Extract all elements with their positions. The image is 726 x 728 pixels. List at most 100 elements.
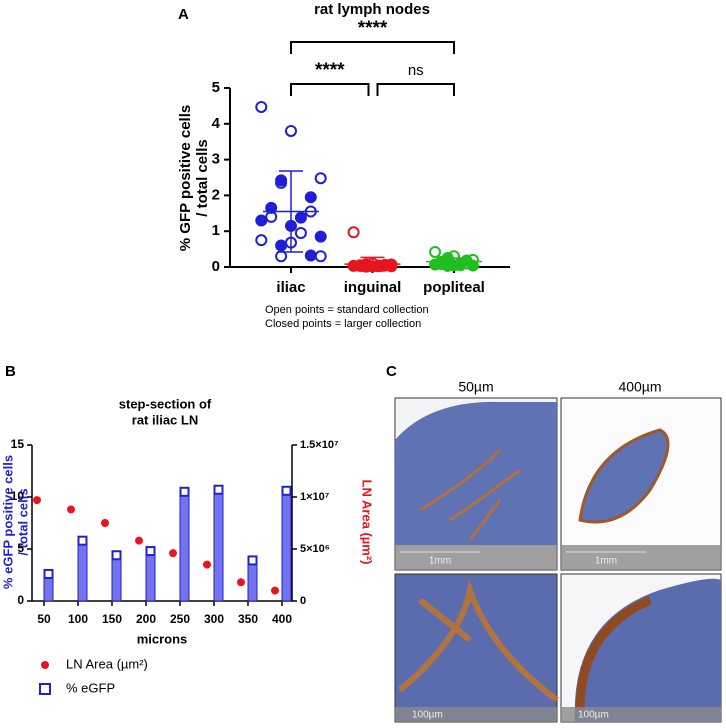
tissue-stain [398,578,559,703]
x-tick-label: 350 [238,612,258,626]
micrograph [394,573,558,723]
x-tick-label: 250 [170,612,190,626]
data-point [255,234,268,247]
data-point [237,578,245,587]
data-point [135,536,143,545]
data-point [285,124,297,137]
x-tick-label: inguinal [344,279,402,296]
x-tick-label: 150 [102,612,122,626]
data-point [255,100,268,113]
legend-marker [39,683,51,695]
bar-marker [111,550,122,561]
tissue [578,428,670,524]
column-header: 50µm [458,379,493,395]
data-point [294,226,307,239]
bar [145,550,156,602]
bar-marker [179,486,190,497]
scale-band [561,707,721,722]
y-axis-label: / total cells [194,139,211,217]
data-point [169,549,177,558]
data-point [304,191,317,204]
scale-label: 100µm [578,710,609,721]
data-point [294,211,307,224]
bar [213,489,224,602]
tissue [395,401,557,545]
data-point [314,172,327,185]
chart-title: rat iliac LN [132,412,198,427]
data-point [275,239,288,252]
note: Open points = standard collection [265,304,429,316]
data-point [203,560,211,569]
y-axis-label: % eGFP positive cells [0,455,15,589]
chart-title: step-section of [119,396,212,411]
significance-bracket [376,83,455,96]
bar-marker [247,555,258,566]
bar-marker [213,484,224,495]
chart-title: rat lymph nodes [314,1,430,18]
y2-tick-label: 0 [300,595,306,607]
micrographs: 50µm 400µm 1mm 1mm 100µm 100µm [394,379,722,723]
x-axis-label: microns [137,631,188,646]
scale-label: 1mm [595,556,617,567]
data-point [347,226,360,239]
y-tick-label: 10 [11,489,25,503]
significance-label: **** [358,18,388,39]
y-tick-label: 3 [212,151,220,168]
data-point [314,250,327,263]
x-tick-label: 200 [136,612,156,626]
y-tick-label: 0 [212,258,220,275]
data-point [314,230,327,243]
y-tick-label: 4 [212,115,221,132]
scale-label: 1mm [429,556,451,567]
y2-tick-label: 1.5×10⁷ [300,439,339,451]
x-tick-label: 100 [68,612,88,626]
data-point [466,259,479,272]
data-point [360,260,373,273]
x-tick-label: 300 [204,612,224,626]
significance-bracket [290,41,455,54]
bar-marker [77,535,88,546]
note: Closed points = larger collection [265,318,421,330]
bar-marker [281,485,292,496]
y-axis-label: % GFP positive cells [177,105,194,251]
x-tick-label: iliac [276,279,305,296]
significance-label: **** [315,60,345,81]
bar [179,491,190,602]
data-point [271,586,279,595]
tissue-stain [575,595,652,711]
scale-label: 100µm [412,710,443,721]
bar [111,554,122,602]
tissue-stain [419,448,521,541]
panel-label: A [178,6,189,23]
data-point [265,201,278,214]
legend-marker [41,661,49,669]
y2-tick-label: 5×10⁶ [300,543,330,555]
scale-band [561,545,721,570]
y2-axis-label: LN Area (µm²) [360,479,375,564]
panel-label: B [5,363,16,380]
significance-label: ns [408,62,424,79]
bar-marker [43,568,54,579]
bar [281,490,292,602]
x-tick-label: 400 [272,612,292,626]
data-point [429,245,442,258]
y-tick-label: 2 [212,186,220,203]
significance-bracket [290,83,370,96]
bar [77,540,88,602]
column-header: 400µm [618,379,661,395]
scale-band [395,545,557,570]
data-point [275,250,288,263]
data-point [275,174,288,187]
scale-band [395,707,557,722]
bar [247,559,258,602]
bar-marker [145,546,156,557]
legend-label: % eGFP [66,680,115,695]
y2-tick-label: 1×10⁷ [300,491,330,503]
y-axis-label: / total cells [15,488,30,555]
tissue [574,578,721,722]
x-tick-label: 50 [37,612,51,626]
data-point [33,496,41,505]
y-tick-label: 0 [17,593,24,607]
panel-label: C [386,363,397,380]
